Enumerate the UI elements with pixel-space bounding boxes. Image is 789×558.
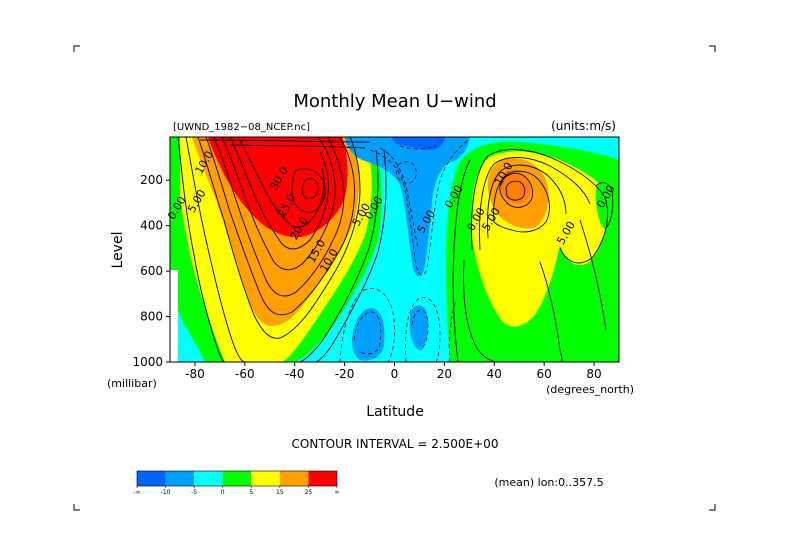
x-axis: -80 -60 -40 -20 0 20 40 60 80 [185, 362, 602, 381]
colorbar-swatch [194, 471, 223, 486]
field-low-neg-blob [352, 308, 385, 361]
colorbar-label: 25 [305, 489, 313, 496]
colorbar-label: ∞ [335, 489, 340, 496]
y-tick-label: 600 [140, 264, 163, 278]
crop-marks [73, 45, 716, 511]
x-tick-label: 40 [487, 367, 502, 381]
field-missing-antarctic [170, 270, 178, 362]
x-axis-title: Latitude [366, 404, 424, 420]
y-axis-title: Level [110, 232, 126, 269]
plot-area [170, 137, 619, 362]
y-axis: 200 400 600 800 1000 [132, 173, 170, 369]
y-tick-label: 200 [140, 173, 163, 187]
y-tick-label: 400 [140, 219, 163, 233]
x-tick-label: -60 [235, 367, 255, 381]
colorbar-label: -10 [161, 489, 171, 496]
colorbar-label: -∞ [133, 489, 140, 496]
colorbar-swatch [251, 471, 280, 486]
colorbar-label: 5 [249, 489, 253, 496]
x-tick-label: -20 [335, 367, 355, 381]
units-label: (units:m/s) [551, 119, 616, 133]
x-units-label: (degrees_north) [546, 383, 634, 396]
colorbar-frame [136, 470, 338, 487]
colorbar-swatch [279, 471, 309, 486]
field-tropics-neg10 [392, 137, 445, 150]
dataset-label: [UWND_1982−08_NCEP.nc] [173, 122, 310, 133]
colorbar-swatch [222, 471, 252, 486]
field-nh-highlat [595, 181, 617, 232]
x-tick-label: 60 [537, 367, 552, 381]
x-tick-label: -40 [285, 367, 305, 381]
y-tick-label: 800 [140, 310, 163, 324]
footer-text: (mean) lon:0..357.5 [494, 476, 603, 489]
chart-title: Monthly Mean U−wind [293, 91, 496, 112]
x-tick-label: -80 [185, 367, 205, 381]
colorbar-label: 0 [221, 489, 225, 496]
x-tick-label: 0 [391, 367, 399, 381]
colorbar-swatch [165, 471, 195, 486]
colorbar-label: 15 [276, 489, 284, 496]
field-tropics-neg5-10 [345, 137, 470, 277]
colorbar-swatch [137, 471, 166, 486]
y-tick-label: 1000 [132, 355, 163, 369]
field-sh-25-plus [208, 137, 348, 238]
colorbar: -∞ -10 -5 0 5 15 25 ∞ [133, 470, 340, 496]
colorbar-label: -5 [191, 489, 197, 496]
contours-negative [339, 139, 469, 362]
contours-nh [452, 148, 614, 362]
contour-interval-text: CONTOUR INTERVAL = 2.500E+00 [292, 437, 499, 451]
colorbar-swatch [308, 471, 337, 486]
y-units-label: (millibar) [107, 377, 157, 390]
field-nh-core [499, 169, 531, 204]
x-tick-label: 80 [586, 367, 601, 381]
contours-sh [177, 137, 387, 362]
x-tick-label: 20 [437, 367, 452, 381]
